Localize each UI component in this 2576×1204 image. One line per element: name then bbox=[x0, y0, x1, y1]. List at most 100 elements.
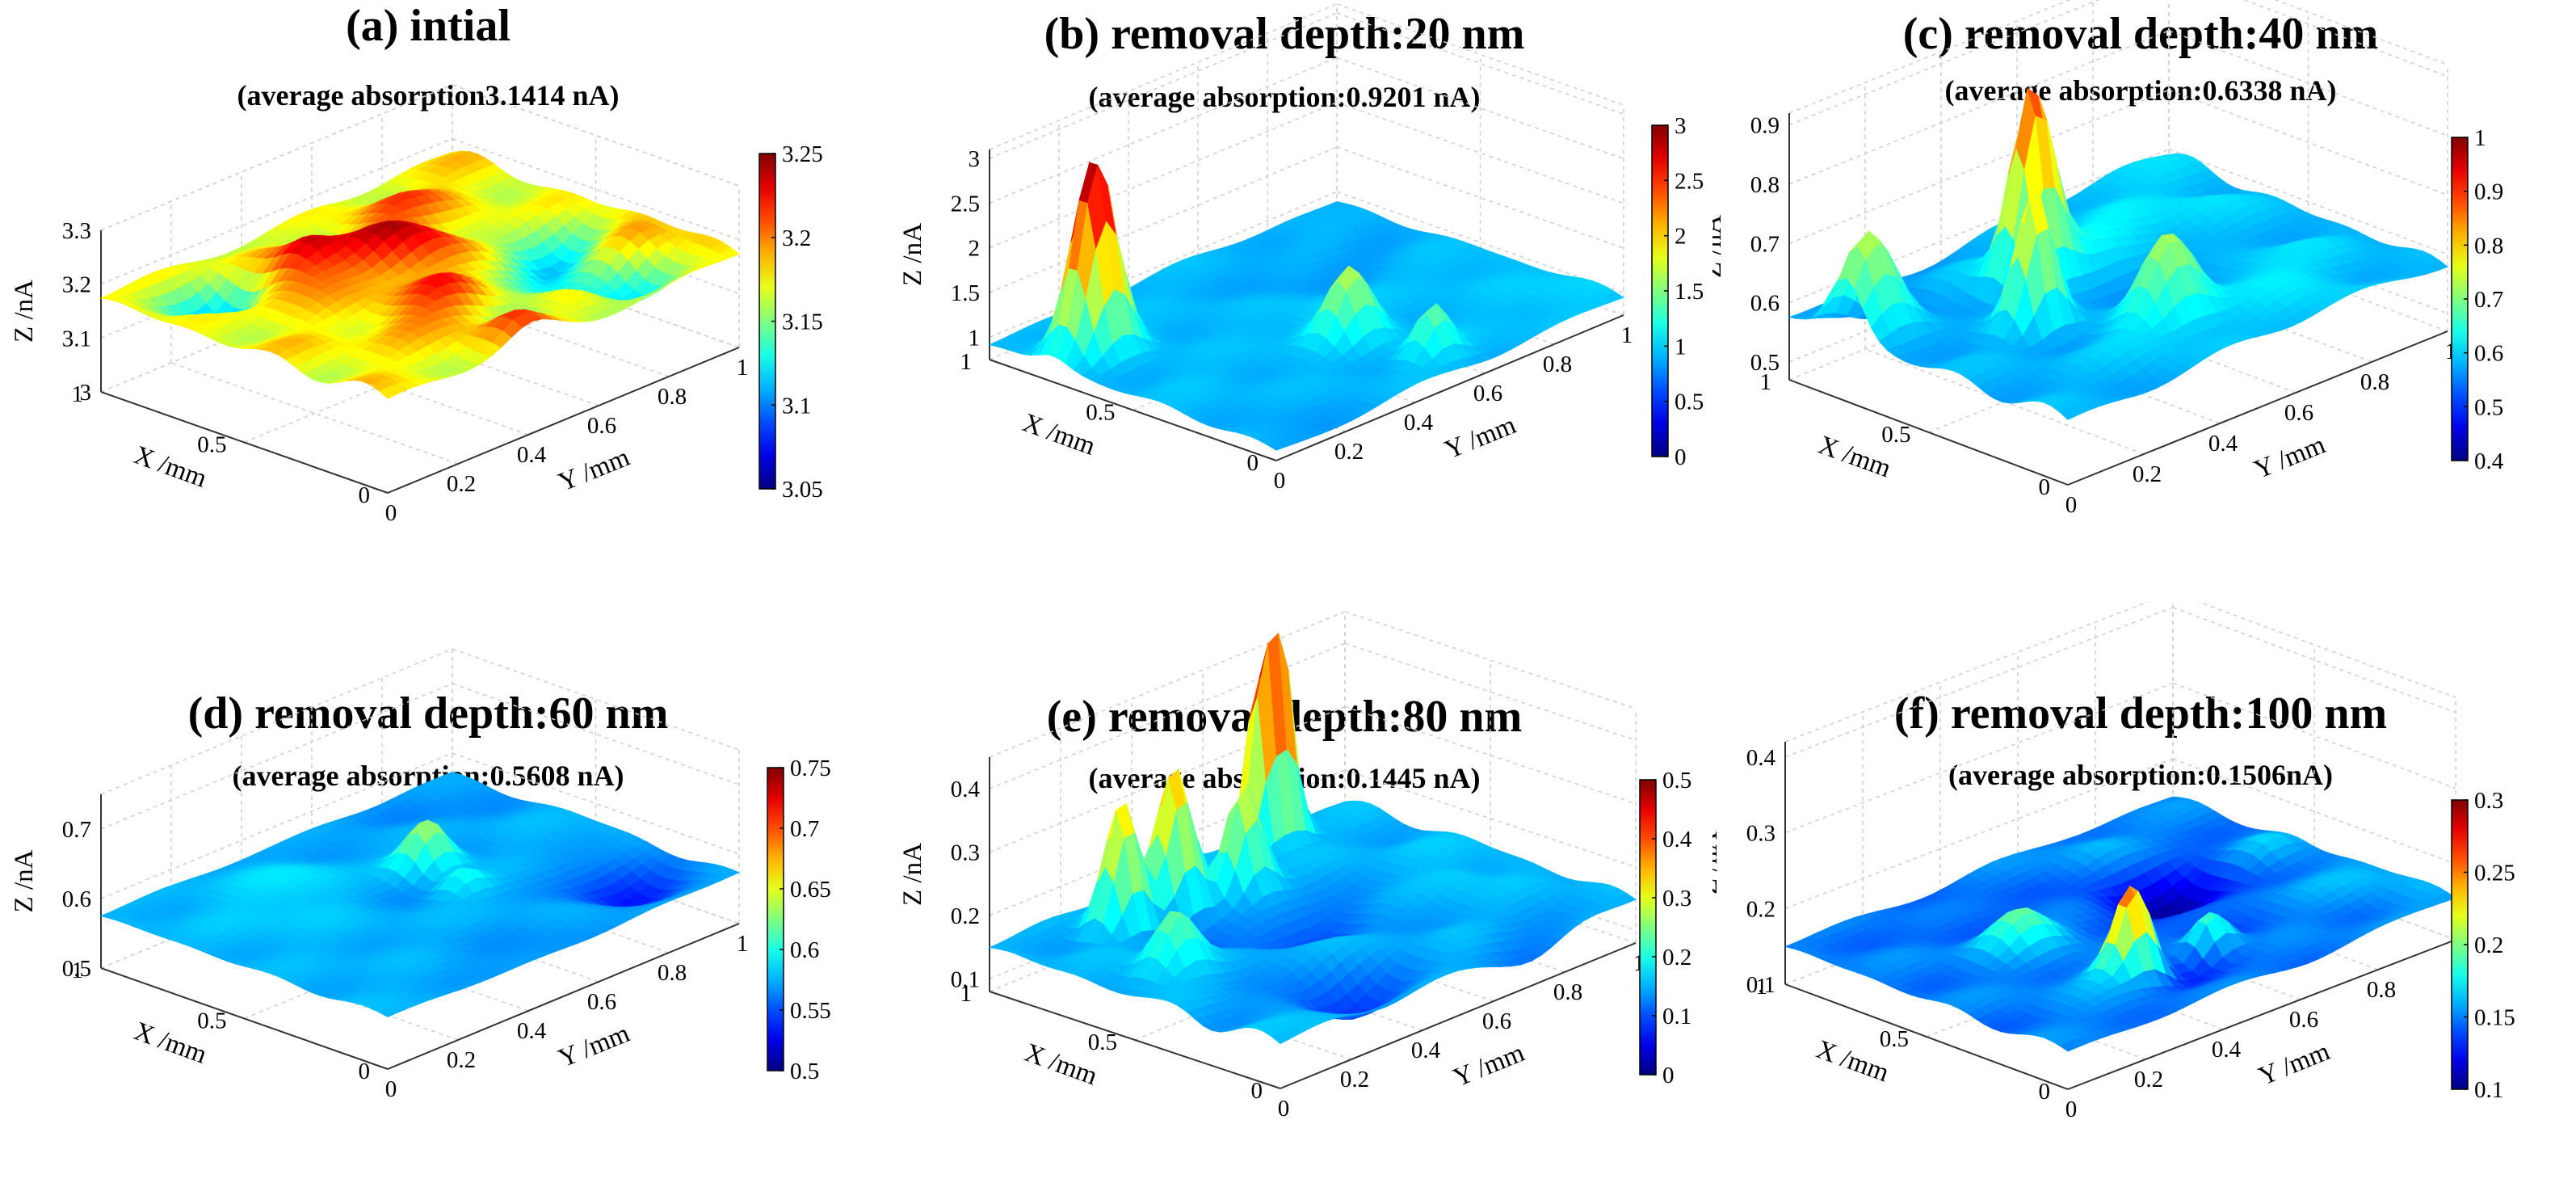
colorbar-tick-label: 1 bbox=[1675, 334, 1687, 360]
y-tick-label: 0 bbox=[2065, 492, 2078, 518]
colorbar-tick-label: 1.5 bbox=[1675, 279, 1704, 305]
y-tick-label: 0.4 bbox=[2208, 431, 2238, 457]
y-axis-label: Y /mm bbox=[554, 443, 634, 498]
z-tick-label: 2 bbox=[969, 236, 981, 262]
y-tick-label: 0.4 bbox=[517, 1018, 547, 1044]
z-tick-label: 0.8 bbox=[1750, 172, 1780, 198]
y-tick-label: 0.2 bbox=[2133, 461, 2162, 487]
z-axis-label: Z /nA bbox=[10, 849, 39, 912]
colorbar-tick-label: 0.65 bbox=[790, 877, 831, 903]
colorbar-tick-label: 3.15 bbox=[782, 309, 823, 335]
colorbar-tick-label: 0 bbox=[1675, 444, 1687, 470]
chart-panel-e: (e) removal depth:80 nm (average absorpt… bbox=[856, 602, 1712, 1204]
y-tick-label: 0.6 bbox=[587, 989, 616, 1015]
y-tick-label: 0.8 bbox=[658, 960, 687, 986]
colorbar-tick-label: 3.2 bbox=[782, 225, 811, 251]
x-tick-label: 0 bbox=[359, 1059, 371, 1084]
z-tick-label: 0.7 bbox=[62, 817, 91, 843]
colorbar-tick-label: 3 bbox=[1675, 113, 1687, 139]
colorbar-tick-label: 2.5 bbox=[1675, 168, 1704, 194]
chart-subtitle: (average absorption:0.6338 nA) bbox=[1944, 74, 2337, 107]
surface-mesh bbox=[1788, 87, 2448, 420]
y-tick-label: 0.2 bbox=[1334, 439, 1364, 465]
x-tick-label: 1 bbox=[1760, 369, 1772, 395]
x-tick-label: 0.5 bbox=[1086, 400, 1115, 426]
z-tick-label: 0.7 bbox=[1750, 231, 1780, 257]
chart-title: (d) removal depth:60 nm bbox=[187, 688, 669, 739]
x-tick-label: 0 bbox=[359, 482, 371, 508]
surface-cell bbox=[1604, 291, 1624, 302]
y-tick-label: 0.2 bbox=[447, 1047, 476, 1073]
y-tick-label: 0.8 bbox=[2360, 369, 2389, 395]
y-tick-label: 1 bbox=[737, 355, 749, 381]
colorbar-tick-label: 2 bbox=[1675, 224, 1687, 250]
chart-title: (b) removal depth:20 nm bbox=[1044, 9, 1525, 59]
colorbar-tick-label: 3.1 bbox=[782, 393, 811, 419]
surface-cell bbox=[720, 246, 740, 259]
colorbar-tick-label: 0.9 bbox=[2474, 179, 2503, 205]
y-tick-label: 0.4 bbox=[517, 442, 547, 468]
colorbar-tick-label: 0.75 bbox=[790, 756, 831, 781]
z-tick-label: 0.6 bbox=[1750, 291, 1780, 317]
z-tick-label: 0.9 bbox=[1750, 113, 1780, 139]
colorbar-tick-label: 3.05 bbox=[782, 477, 823, 503]
z-tick-label: 0.6 bbox=[62, 886, 91, 912]
y-tick-label: 0.6 bbox=[2284, 400, 2313, 426]
y-axis-label: Y /mm bbox=[1441, 410, 1521, 465]
z-tick-label: 1.5 bbox=[951, 280, 980, 306]
colorbar-tick-label: 0.5 bbox=[1675, 389, 1704, 415]
chart-subtitle: (average absorption:0.9201 nA) bbox=[1088, 81, 1481, 113]
y-tick-label: 0.8 bbox=[658, 384, 687, 410]
colorbar-tick-label: 0.55 bbox=[790, 998, 831, 1024]
surface-mesh bbox=[988, 632, 1637, 1045]
z-tick-label: 2.5 bbox=[951, 191, 980, 217]
z-axis-label: Z /nA bbox=[898, 223, 927, 286]
surface-mesh bbox=[988, 161, 1624, 451]
chart-subtitle: (average absorption3.1414 nA) bbox=[237, 79, 620, 112]
colorbar-tick-label: 0.6 bbox=[2474, 341, 2503, 367]
surface-mesh bbox=[99, 150, 740, 399]
z-tick-label: 3.1 bbox=[62, 326, 91, 352]
chart-panel-d: (d) removal depth:60 nm (average absorpt… bbox=[0, 602, 856, 1204]
z-tick-label: 3.2 bbox=[62, 272, 91, 298]
colorbar-tick-label: 0.7 bbox=[2474, 287, 2503, 313]
colorbar-tick-label: 0.7 bbox=[790, 816, 819, 842]
axes bbox=[989, 611, 1637, 1089]
x-tick-label: 0.5 bbox=[1881, 422, 1910, 448]
chart-panel-c: (c) removal depth:40 nm (average absorpt… bbox=[1712, 0, 2569, 602]
colorbar-tick-label: 0.5 bbox=[2474, 394, 2503, 420]
y-tick-label: 1 bbox=[737, 931, 749, 957]
chart-panel-a: (a) intial (average absorption3.1414 nA)… bbox=[0, 0, 856, 602]
y-tick-label: 0 bbox=[385, 500, 397, 526]
x-tick-label: 0 bbox=[1247, 450, 1259, 476]
chart-title: (c) removal depth:40 nm bbox=[1902, 9, 2379, 59]
z-axis-label: Z /nA bbox=[1712, 215, 1727, 278]
colorbar-tick-label: 3.25 bbox=[782, 141, 823, 167]
z-tick-label: 3 bbox=[80, 380, 92, 406]
colorbar bbox=[767, 767, 784, 1071]
x-tick-label: 0.5 bbox=[197, 432, 226, 458]
x-tick-label: 1 bbox=[72, 958, 84, 983]
y-tick-label: 0.2 bbox=[447, 471, 476, 497]
z-tick-label: 1 bbox=[969, 325, 981, 351]
z-tick-label: 3.3 bbox=[62, 218, 91, 244]
z-tick-label: 0.5 bbox=[62, 956, 91, 982]
surface-mesh bbox=[99, 771, 741, 1017]
y-axis-label: Y /mm bbox=[2250, 430, 2330, 485]
colorbar-tick-label: 1 bbox=[2474, 125, 2486, 151]
y-tick-label: 0 bbox=[385, 1076, 397, 1102]
y-tick-label: 0.6 bbox=[587, 413, 616, 439]
colorbar-tick-label: 0.4 bbox=[2474, 448, 2504, 474]
z-tick-label: 0.5 bbox=[1750, 350, 1780, 376]
surface-cell bbox=[2427, 259, 2448, 272]
colorbar-tick-label: 0.8 bbox=[2474, 233, 2503, 259]
chart-title: (a) intial bbox=[346, 1, 511, 51]
z-tick-label: 3 bbox=[969, 146, 981, 172]
y-tick-label: 0.4 bbox=[1404, 410, 1434, 436]
y-tick-label: 0.6 bbox=[1473, 381, 1502, 406]
